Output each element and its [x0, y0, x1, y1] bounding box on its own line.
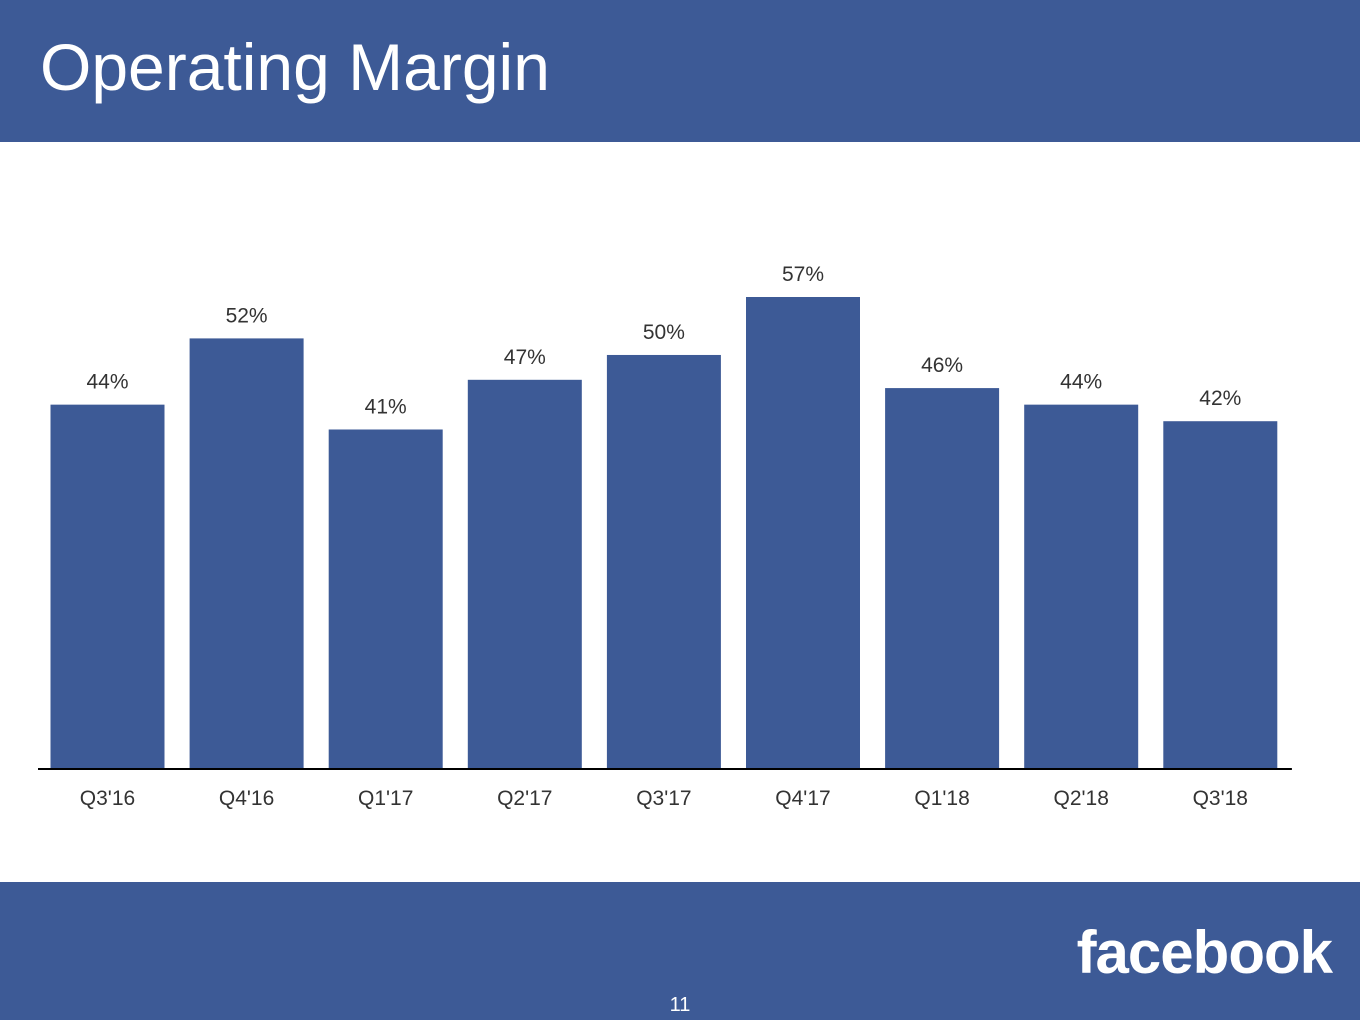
x-tick-label: Q1'18 [914, 787, 969, 810]
bar-Q4'16 [189, 338, 304, 769]
bar-Q1'18 [885, 388, 1000, 769]
slide-footer: facebook 11 [0, 882, 1360, 1020]
data-label: 46% [921, 354, 963, 377]
bar-Q3'17 [606, 354, 721, 769]
bar-Q2'18 [1024, 404, 1139, 769]
data-label: 44% [86, 371, 128, 394]
data-label: 42% [1199, 387, 1241, 410]
page-number: 11 [669, 994, 691, 1016]
x-tick-label: Q4'17 [775, 787, 830, 810]
x-tick-label: Q4'16 [219, 787, 274, 810]
bar-chart: 44% Q3'16 52% Q4'16 41% Q1'17 47% Q2'17 50% Q3'17… [38, 263, 1292, 810]
x-tick-label: Q3'16 [80, 787, 135, 810]
x-tick-label: Q2'17 [497, 787, 552, 810]
facebook-logo: facebook [1076, 919, 1333, 986]
x-tick-label: Q3'18 [1193, 787, 1248, 810]
bar-Q1'17 [328, 429, 443, 769]
slide-title: Operating Margin [40, 30, 550, 104]
data-label: 47% [504, 346, 546, 369]
x-tick-label: Q3'17 [636, 787, 691, 810]
data-label: 52% [226, 304, 268, 327]
x-tick-label: Q1'17 [358, 787, 413, 810]
chart: 44% Q3'16 52% Q4'16 41% Q1'17 47% Q2'17 50% Q3'17… [0, 142, 1360, 882]
data-label: 57% [782, 263, 824, 286]
bar-Q2'17 [467, 379, 582, 769]
slide-header: Operating Margin [0, 0, 1360, 142]
bar-Q3'16 [50, 404, 165, 769]
data-label: 44% [1060, 371, 1102, 394]
x-tick-label: Q2'18 [1054, 787, 1109, 810]
bar-Q4'17 [746, 297, 860, 769]
data-label: 50% [643, 321, 685, 344]
bar-Q3'18 [1163, 421, 1278, 769]
data-label: 41% [365, 395, 407, 418]
